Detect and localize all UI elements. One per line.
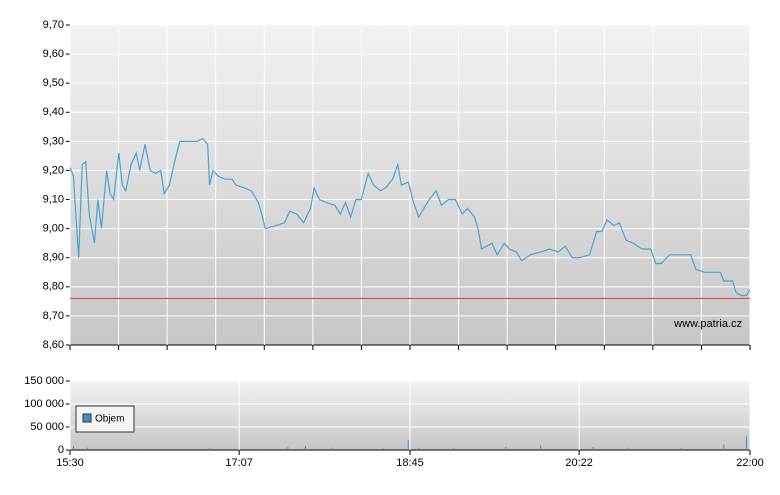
y-tick-label: 9,10 <box>43 193 64 205</box>
volume-bar <box>505 447 507 450</box>
volume-bar <box>540 445 542 450</box>
volume-bar <box>331 447 333 450</box>
y-tick-label: 9,20 <box>43 164 64 176</box>
y-tick-label: 8,70 <box>43 310 64 322</box>
y-tick-label: 0 <box>58 444 64 456</box>
y-tick-label: 9,60 <box>43 48 64 60</box>
y-tick-label: 9,50 <box>43 77 64 89</box>
volume-bar <box>261 448 263 450</box>
x-tick-label: 18:45 <box>396 457 424 469</box>
price-line <box>69 137 751 297</box>
volume-bar <box>679 448 681 450</box>
y-tick-label: 9,00 <box>43 223 64 235</box>
y-tick-label: 8,90 <box>43 252 64 264</box>
legend: Objem <box>75 405 135 433</box>
y-tick-label: 100 000 <box>24 398 64 410</box>
watermark: www.patria.cz <box>673 318 742 330</box>
y-tick-label: 50 000 <box>30 421 64 433</box>
y-tick-label: 8,60 <box>43 339 64 351</box>
volume-bar <box>453 447 455 450</box>
x-tick-label: 20:22 <box>565 457 593 469</box>
volume-bar <box>418 448 420 450</box>
volume-bar <box>86 447 88 450</box>
volume-bar <box>383 448 385 450</box>
y-tick-label: 9,70 <box>43 19 64 31</box>
volume-bar <box>208 448 210 450</box>
volume-bar <box>304 445 306 450</box>
y-tick-label: 150 000 <box>24 375 64 387</box>
x-tick-label: 15:30 <box>56 457 84 469</box>
x-tick-label: 17:07 <box>225 457 253 469</box>
volume-bar <box>746 436 748 450</box>
y-tick-label: 9,40 <box>43 106 64 118</box>
x-tick-label: 22:00 <box>736 457 764 469</box>
volume-bar <box>407 439 409 450</box>
volume-bar <box>723 444 725 450</box>
legend-label: Objem <box>95 414 124 425</box>
volume-bar <box>139 448 141 450</box>
volume-bar <box>592 446 594 450</box>
volume-bar <box>287 447 289 450</box>
legend-swatch <box>82 413 92 423</box>
volume-bar <box>72 446 74 450</box>
y-tick-label: 8,80 <box>43 281 64 293</box>
volume-bar <box>627 447 629 450</box>
y-tick-label: 9,30 <box>43 135 64 147</box>
